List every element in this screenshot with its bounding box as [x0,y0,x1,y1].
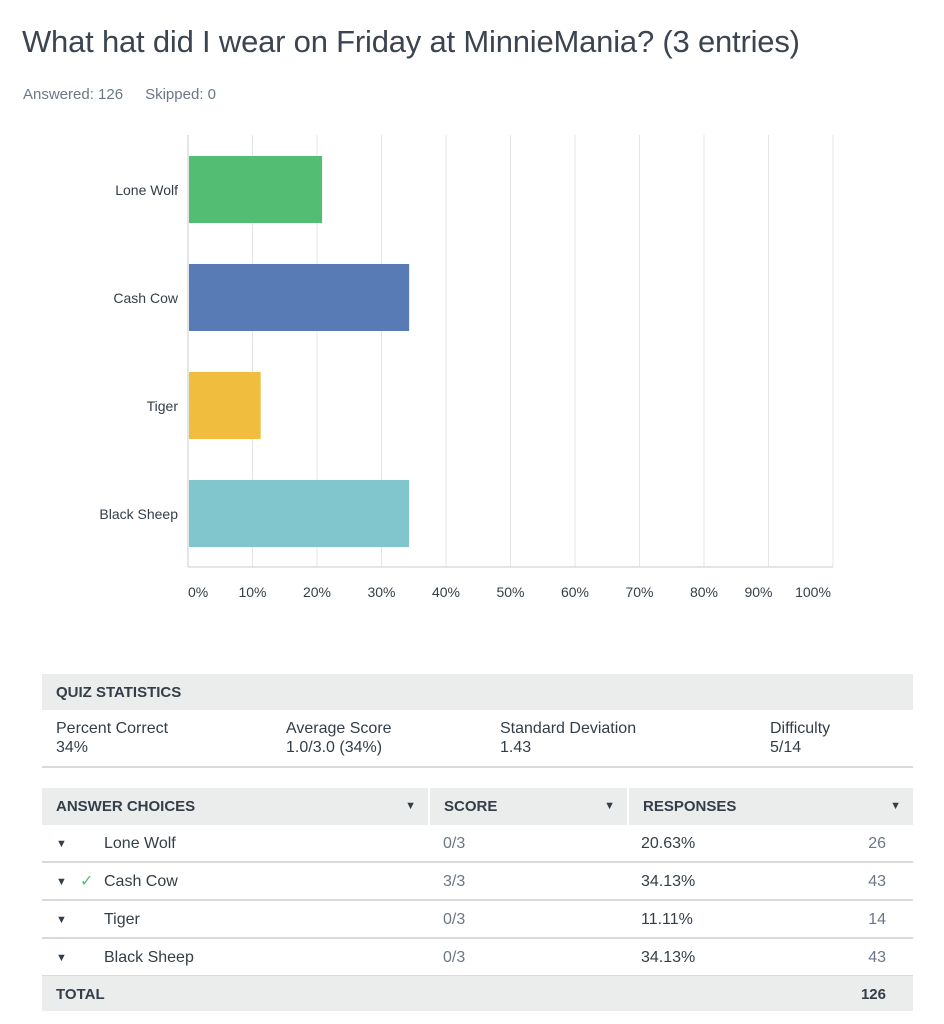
stat-average-score: Average Score 1.0/3.0 (34%) [286,719,392,757]
table-row: ▼ Tiger 0/3 11.11% 14 [42,901,913,939]
total-row: TOTAL 126 [42,976,913,1011]
table-row: ▼ Lone Wolf 0/3 20.63% 26 [42,825,913,863]
column-label: SCORE [444,798,498,815]
category-label: Black Sheep [99,506,178,522]
sort-caret-icon[interactable]: ▼ [890,800,901,812]
stat-label: Percent Correct [56,720,169,737]
response-percent: 20.63% [641,835,696,852]
column-label: ANSWER CHOICES [56,798,196,815]
x-tick-label: 80% [690,584,718,600]
correct-check-icon: ✓ [80,873,94,890]
table-row: ▼ ✓ Cash Cow 3/3 34.13% 43 [42,863,913,901]
expand-caret-icon[interactable]: ▼ [56,876,67,888]
answered-count: Answered: 126 [23,86,124,103]
expand-caret-icon[interactable]: ▼ [56,838,67,850]
x-tick-label: 20% [303,584,331,600]
sort-caret-icon[interactable]: ▼ [604,800,615,812]
table-row: ▼ Black Sheep 0/3 34.13% 43 [42,939,913,977]
bar[interactable] [189,372,261,439]
x-tick-label: 50% [496,584,524,600]
response-percent: 11.11% [641,911,693,928]
stat-value: 34% [56,739,89,756]
answer-table-header: ANSWER CHOICES ▼ SCORE ▼ RESPONSES ▼ [42,788,913,825]
answer-choice: Black Sheep [104,949,194,966]
stat-percent-correct: Percent Correct 34% [56,719,168,757]
stat-value: 5/14 [770,739,802,756]
skipped-count: Skipped: 0 [145,86,216,103]
column-responses[interactable]: RESPONSES ▼ [629,788,913,825]
column-label: RESPONSES [643,798,737,815]
quiz-statistics-header: QUIZ STATISTICS [42,674,913,710]
x-tick-label: 90% [744,584,772,600]
response-percent: 34.13% [641,873,696,890]
response-count: 26 [868,835,886,852]
expand-caret-icon[interactable]: ▼ [56,914,67,926]
x-tick-label: 30% [367,584,395,600]
answer-choice: Tiger [104,911,140,928]
bar[interactable] [189,156,323,223]
bar[interactable] [189,264,410,331]
answer-score: 0/3 [443,835,466,852]
bar-chart: 0% 10% 20% 30% 40% 50% 60% 70% 80% 90% 100% Lone Wo… [99,135,834,600]
category-label: Lone Wolf [115,182,178,198]
answer-score: 3/3 [443,873,466,890]
total-label: TOTAL [56,986,105,1003]
stat-difficulty: Difficulty 5/14 [770,719,830,757]
sort-caret-icon[interactable]: ▼ [405,800,416,812]
stat-label: Difficulty [770,720,831,737]
category-label: Tiger [147,398,179,414]
stat-label: Standard Deviation [500,720,637,737]
x-tick-label: 10% [238,584,266,600]
answer-score: 0/3 [443,949,466,966]
response-summary: Answered: 126 Skipped: 0 [23,86,238,103]
stat-label: Average Score [286,720,392,737]
x-tick-label: 0% [188,584,208,600]
category-label: Cash Cow [113,290,178,306]
answer-score: 0/3 [443,911,466,928]
column-score[interactable]: SCORE ▼ [430,788,627,825]
quiz-statistics: Percent Correct 34% Average Score 1.0/3.0 … [42,710,913,768]
expand-caret-icon[interactable]: ▼ [56,952,67,964]
stat-value: 1.43 [500,739,532,756]
x-tick-label: 60% [561,584,589,600]
stat-value: 1.0/3.0 (34%) [286,739,383,756]
question-title: What hat did I wear on Friday at MinnieM… [22,24,800,59]
answer-choice: Cash Cow [104,873,178,890]
stat-standard-deviation: Standard Deviation 1.43 [500,719,636,757]
answer-choice: Lone Wolf [104,835,176,852]
x-tick-label: 100% [795,584,831,600]
x-tick-label: 70% [625,584,653,600]
response-count: 14 [868,911,886,928]
response-percent: 34.13% [641,949,696,966]
bar[interactable] [189,480,410,547]
column-answer-choices[interactable]: ANSWER CHOICES ▼ [42,788,428,825]
x-tick-label: 40% [432,584,460,600]
total-value: 126 [860,986,886,1003]
response-count: 43 [868,873,886,890]
response-count: 43 [868,949,886,966]
